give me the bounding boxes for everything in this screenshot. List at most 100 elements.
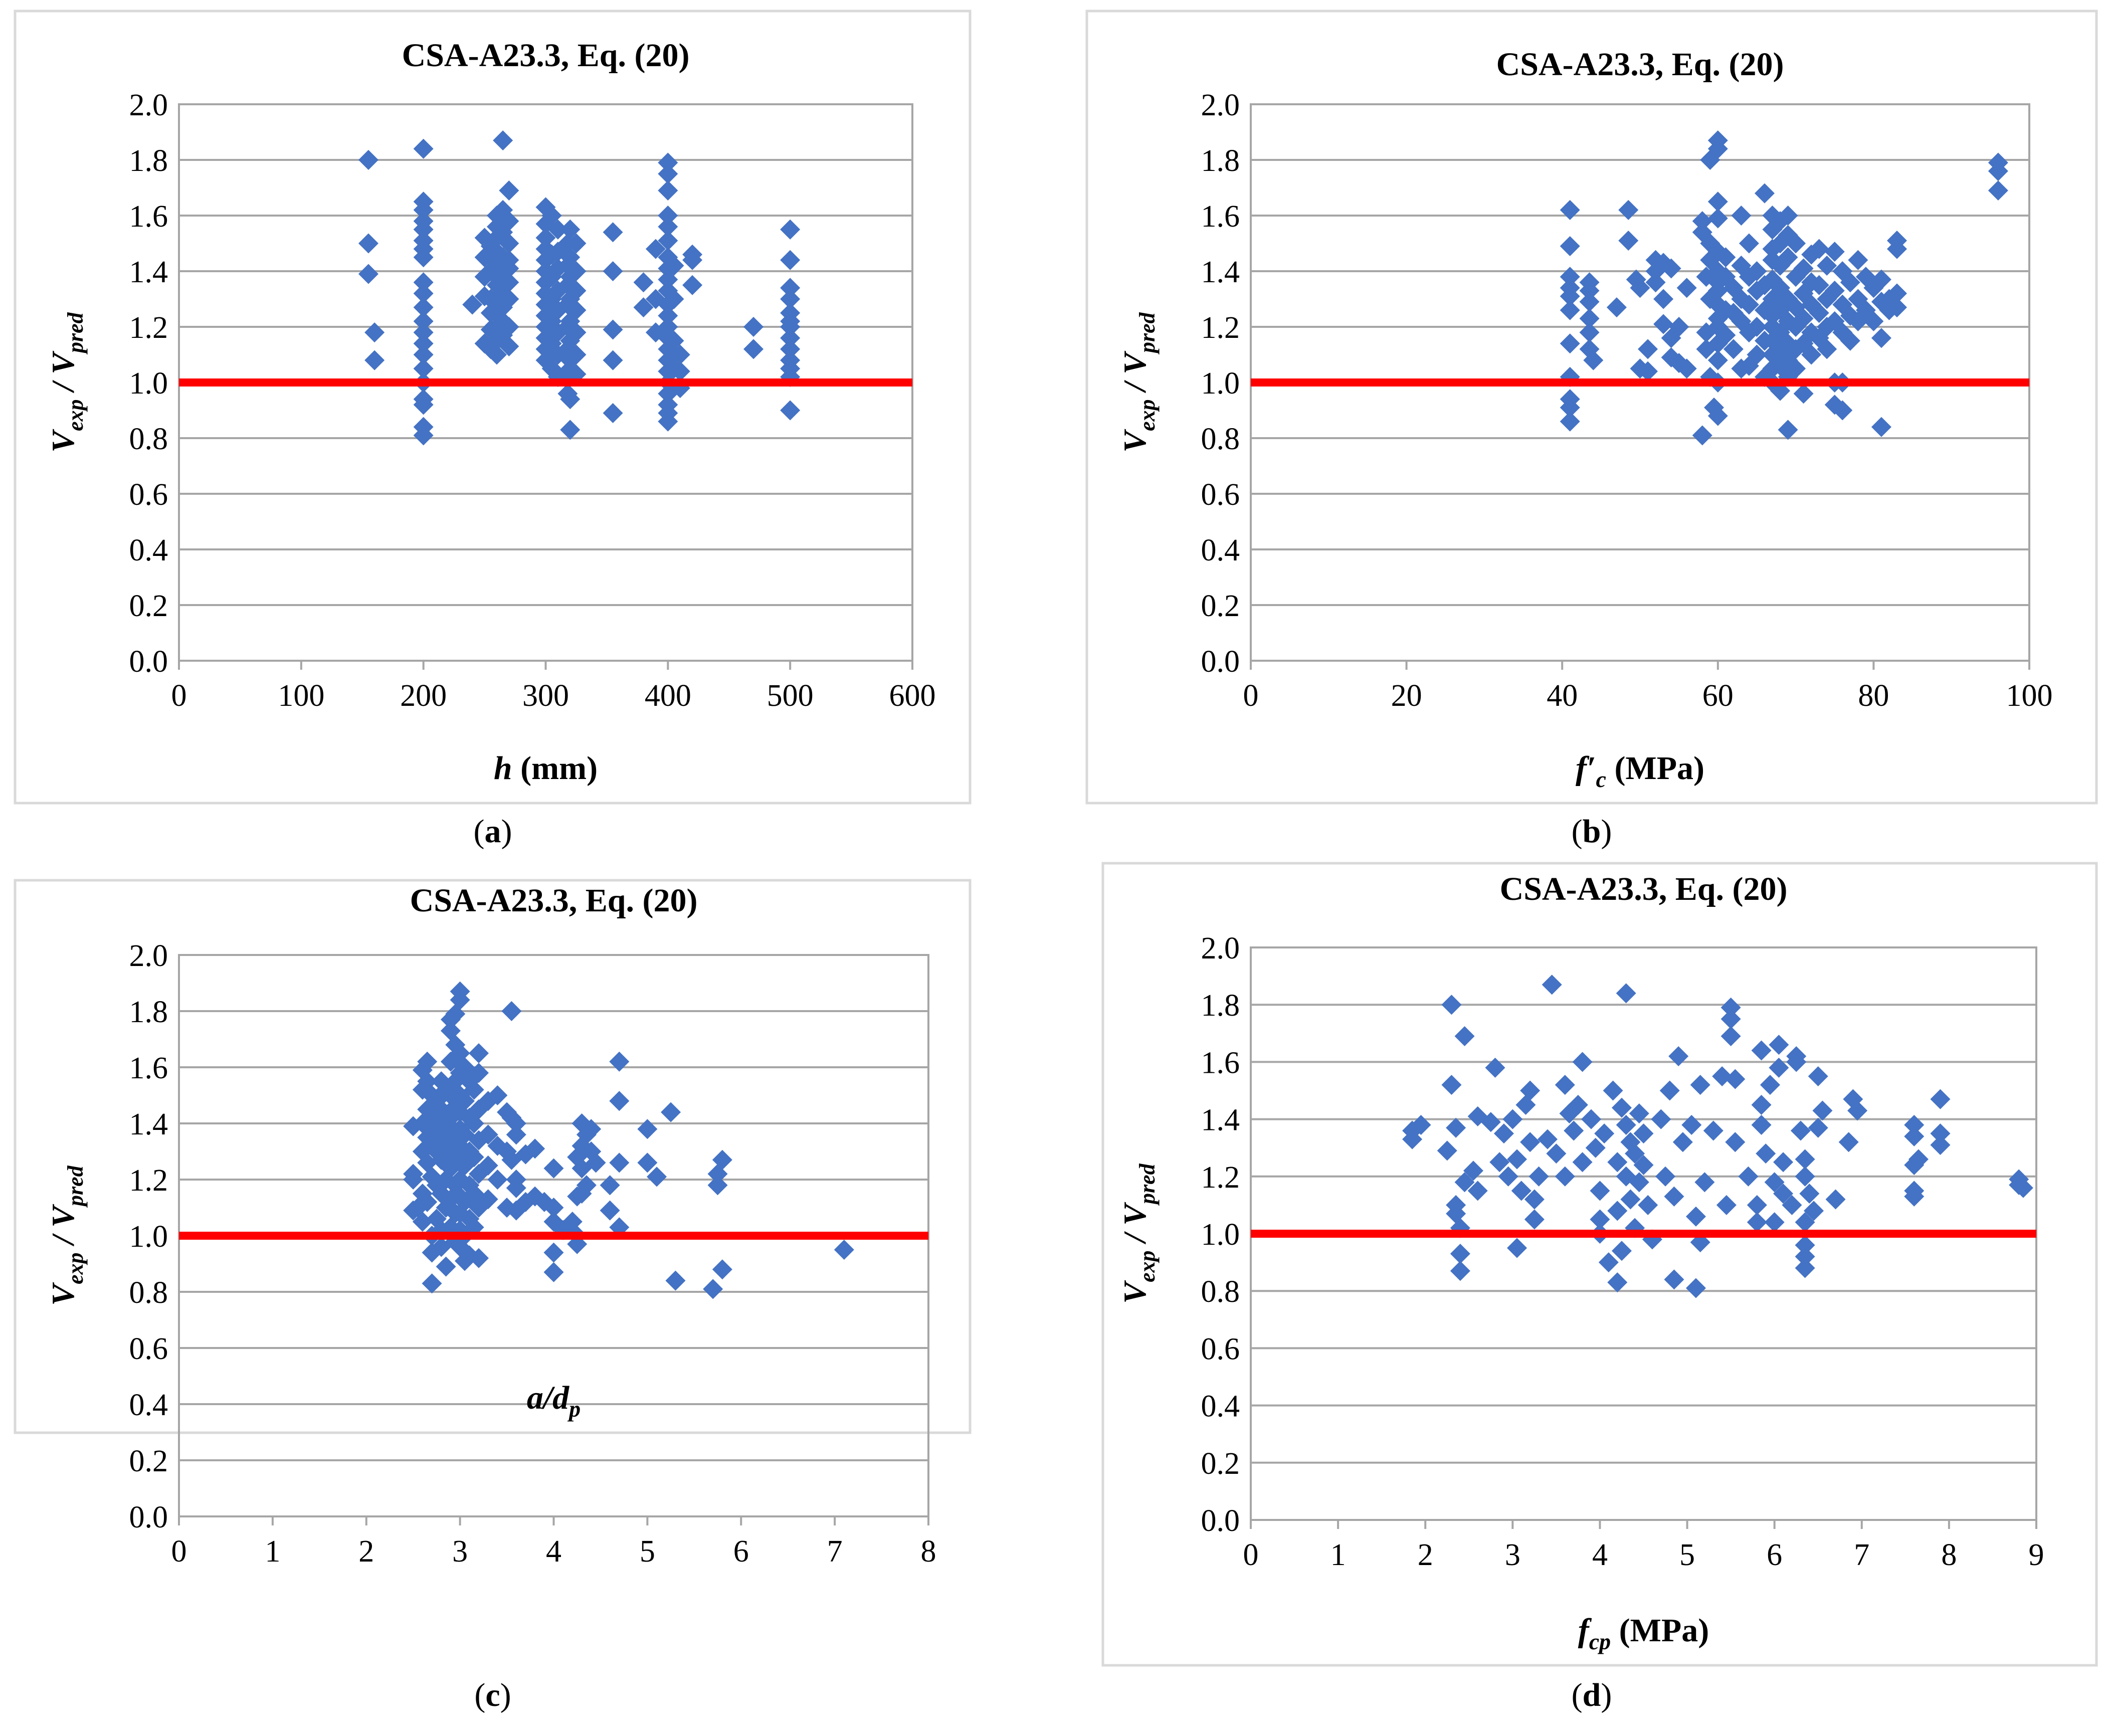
data-point xyxy=(1812,1100,1833,1121)
data-point xyxy=(1773,1184,1794,1204)
y-tick-label: 0.4 xyxy=(129,1388,168,1422)
panel-label-letter: a xyxy=(485,813,501,850)
data-point xyxy=(2013,1178,2033,1198)
data-point xyxy=(658,152,678,173)
data-point xyxy=(780,289,801,309)
y-axis-label-sub2: pred xyxy=(63,312,88,355)
data-point xyxy=(1560,286,1580,306)
y-tick-label: 1.4 xyxy=(129,255,168,289)
y-tick-label: 1.6 xyxy=(1201,1046,1240,1080)
data-point xyxy=(743,317,764,337)
data-point xyxy=(499,180,519,201)
data-point xyxy=(1579,322,1600,343)
data-point xyxy=(506,1178,526,1198)
data-point xyxy=(1625,1143,1645,1164)
x-tick-label: 6 xyxy=(1767,1538,1782,1572)
y-axis-label: Vexp / Vpred xyxy=(45,312,88,452)
data-point xyxy=(499,258,519,279)
data-point xyxy=(1930,1089,1951,1109)
y-tick-label: 1.4 xyxy=(1201,255,1240,289)
data-point xyxy=(469,1063,489,1083)
data-point xyxy=(664,289,684,309)
data-point xyxy=(1664,1269,1684,1290)
data-point xyxy=(1463,1161,1483,1181)
x-tick-label: 4 xyxy=(1592,1538,1608,1572)
data-point xyxy=(1411,1115,1431,1135)
data-point xyxy=(1441,995,1462,1015)
data-point xyxy=(1795,1258,1815,1278)
data-point xyxy=(417,1192,438,1212)
data-point xyxy=(1618,230,1639,251)
data-point xyxy=(682,275,703,295)
data-point xyxy=(603,261,623,281)
data-point xyxy=(1651,1109,1671,1129)
y-axis-label-slash: / xyxy=(1117,1226,1153,1251)
data-point xyxy=(358,264,378,284)
data-point xyxy=(1603,1080,1623,1101)
y-tick-label: 2.0 xyxy=(129,88,168,122)
panel-a: CSA-A23.3, Eq. (20) 0.0 0.2 0.4 0.6 0.8 1.0 1.2… xyxy=(14,10,972,850)
data-point xyxy=(661,1102,681,1122)
data-point xyxy=(413,283,434,304)
data-point xyxy=(478,1124,498,1145)
y-axis-label-sub1: exp xyxy=(63,1252,88,1284)
data-point xyxy=(1808,1117,1828,1138)
data-point xyxy=(780,317,801,337)
y-tick-label: 0.4 xyxy=(1201,1390,1240,1424)
data-point xyxy=(1620,1189,1641,1210)
data-point xyxy=(413,322,434,343)
x-tick-label: 600 xyxy=(889,679,936,713)
y-tick-label: 0.4 xyxy=(129,533,168,567)
data-point xyxy=(543,1158,564,1179)
data-point xyxy=(1716,1195,1737,1215)
y-tick-label: 1.2 xyxy=(129,311,168,345)
data-point xyxy=(1645,272,1666,293)
x-tick-label: 4 xyxy=(546,1534,561,1569)
data-point xyxy=(1904,1126,1925,1146)
data-point xyxy=(1799,1184,1820,1204)
data-point xyxy=(658,230,678,251)
y-tick-label: 0.2 xyxy=(1201,589,1240,623)
data-point xyxy=(566,300,587,320)
data-point xyxy=(566,233,587,254)
data-point xyxy=(1786,358,1806,379)
data-point xyxy=(413,311,434,331)
data-point xyxy=(665,1270,686,1291)
y-tick-label: 0.8 xyxy=(1201,1275,1240,1309)
data-point xyxy=(743,339,764,359)
data-point xyxy=(364,322,385,343)
panel-label-close: ) xyxy=(500,1677,511,1713)
data-point xyxy=(1555,1075,1575,1095)
x-tick-label: 2 xyxy=(358,1534,374,1569)
data-point xyxy=(1638,339,1658,359)
data-point xyxy=(1572,1052,1593,1072)
data-point xyxy=(703,1279,723,1299)
data-point xyxy=(1685,1206,1706,1227)
y-tick-label: 1.2 xyxy=(129,1164,168,1198)
y-tick-label: 0.6 xyxy=(1201,478,1240,512)
panel-label-open: ( xyxy=(474,813,485,850)
x-axis-label-unit: (MPa) xyxy=(1606,750,1704,787)
data-point xyxy=(1441,1075,1462,1095)
y-tick-label: 1.8 xyxy=(1201,989,1240,1023)
y-tick-label: 0.8 xyxy=(1201,422,1240,456)
data-point xyxy=(1725,1132,1746,1152)
x-axis-label-sub: cp xyxy=(1589,1629,1611,1654)
data-point xyxy=(1633,1123,1654,1144)
data-point xyxy=(1520,1080,1541,1101)
data-point xyxy=(658,217,678,237)
y-tick-label: 0.6 xyxy=(1201,1332,1240,1366)
data-point xyxy=(1871,328,1891,348)
data-point xyxy=(1607,1152,1628,1173)
data-point xyxy=(486,242,507,262)
data-point xyxy=(1607,1201,1628,1221)
data-point xyxy=(1555,1166,1575,1187)
y-tick-label: 1.6 xyxy=(1201,200,1240,234)
data-point xyxy=(1694,1172,1715,1193)
data-point xyxy=(1707,406,1728,426)
y-tick-label: 0.6 xyxy=(129,478,168,512)
x-axis-label-unit: (MPa) xyxy=(1611,1612,1709,1649)
panel-label-open: ( xyxy=(1572,1677,1583,1713)
data-point xyxy=(1707,242,1728,262)
data-point xyxy=(1764,1212,1785,1233)
